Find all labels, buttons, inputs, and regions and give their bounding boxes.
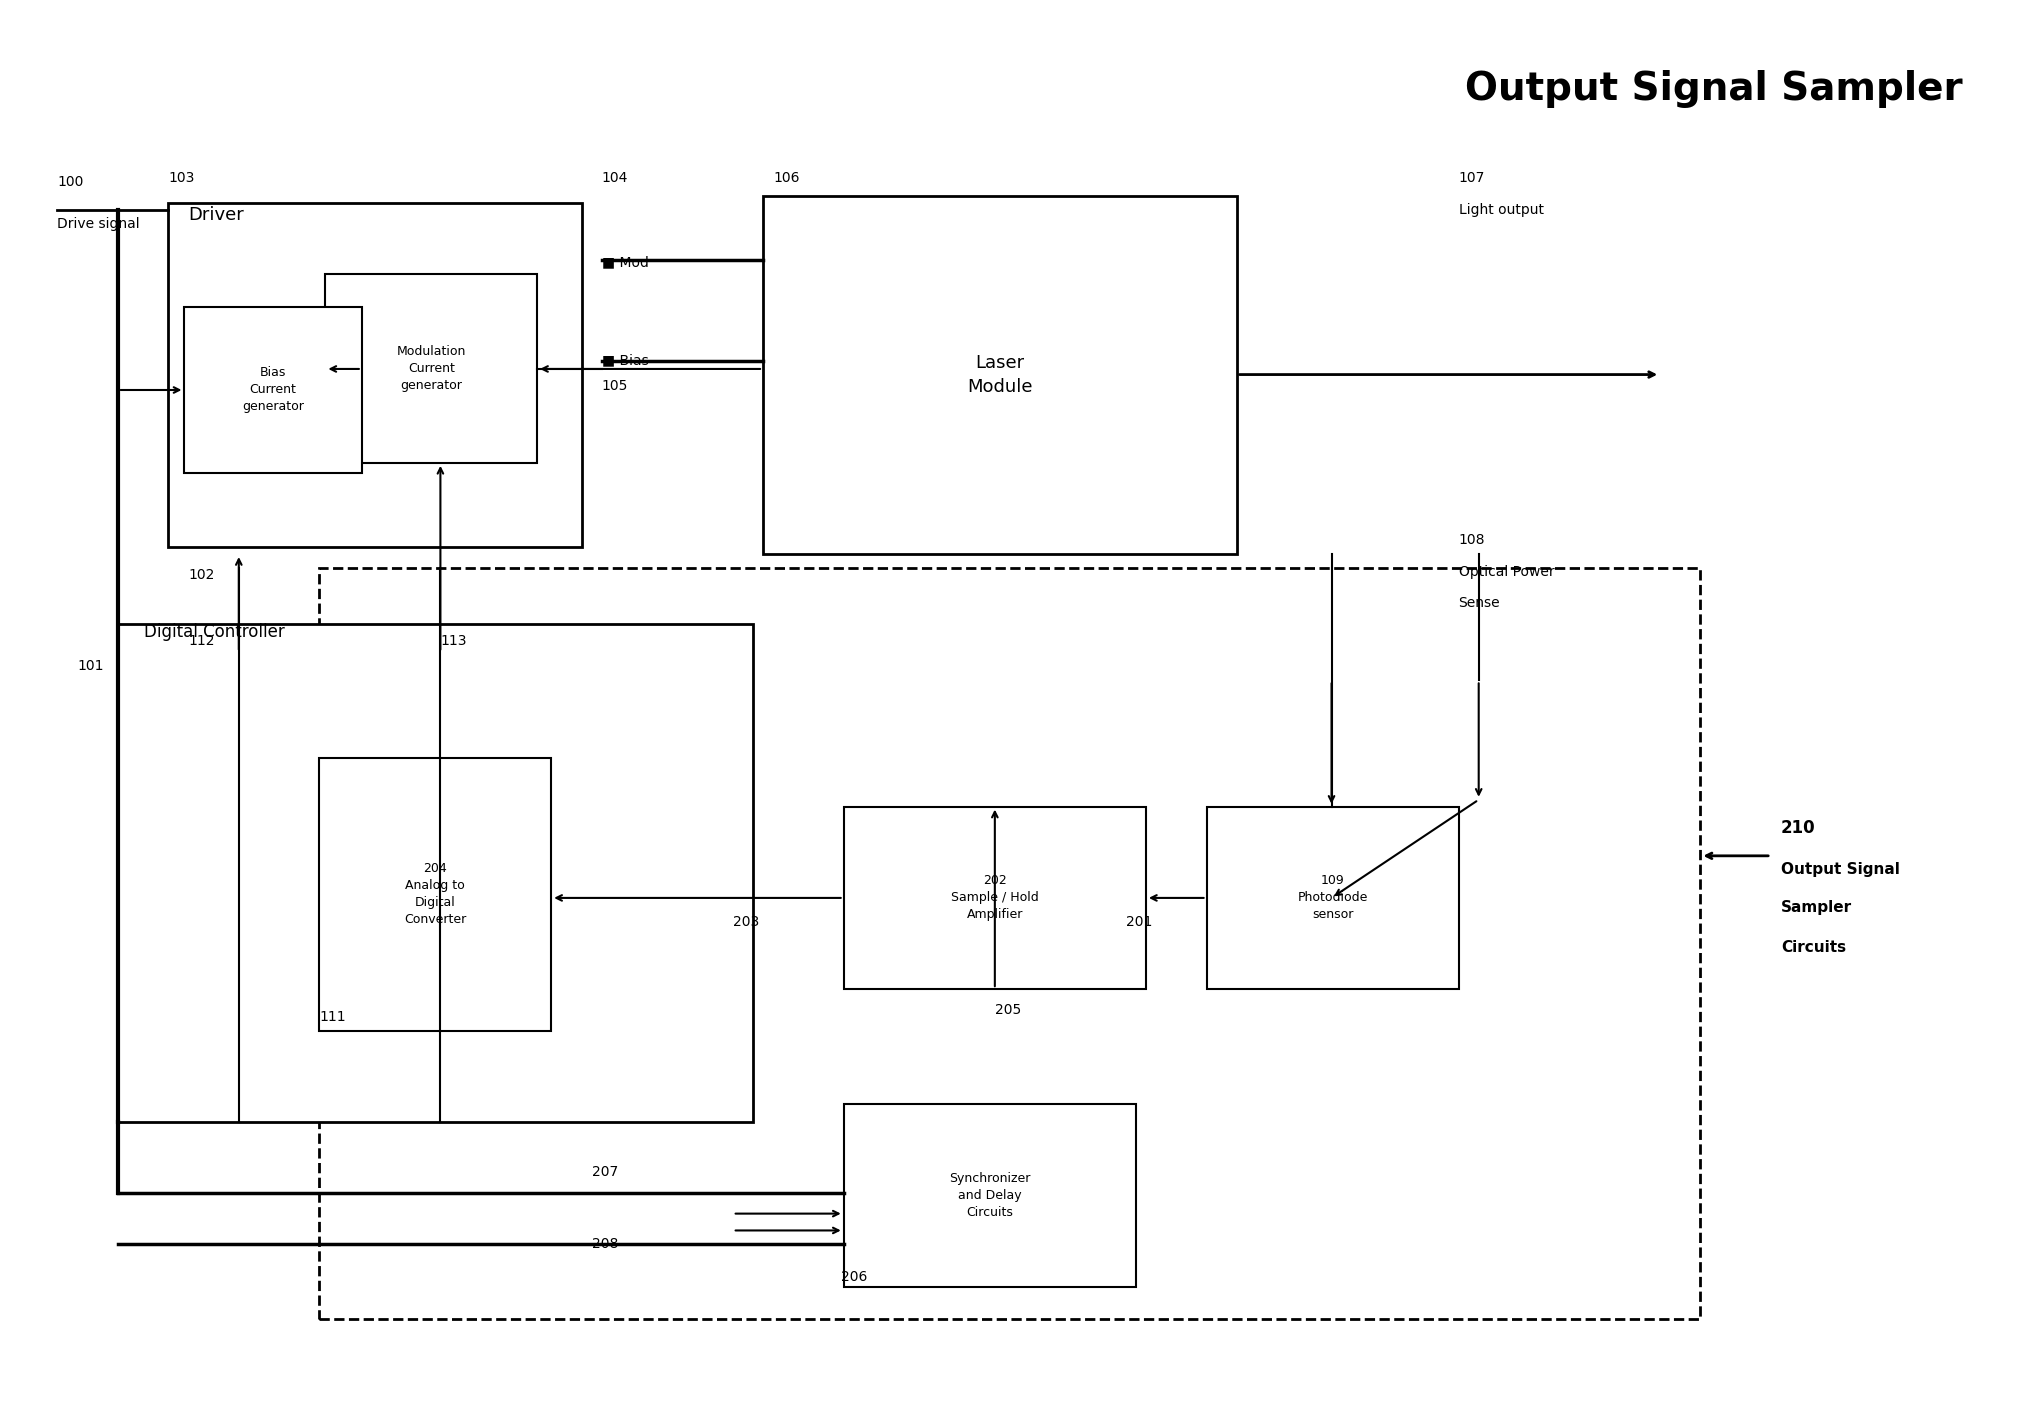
FancyBboxPatch shape [1206,806,1458,989]
Text: ■ Bias: ■ Bias [601,353,648,367]
Text: Modulation
Current
generator: Modulation Current generator [396,344,467,391]
Text: 100: 100 [57,176,83,190]
Text: 208: 208 [591,1237,617,1251]
Text: 109
Photodiode
sensor: 109 Photodiode sensor [1297,874,1368,921]
Text: Sampler: Sampler [1780,900,1851,915]
Text: Drive signal: Drive signal [57,217,140,231]
Text: ■ Mod: ■ Mod [601,255,648,269]
Text: 112: 112 [189,635,215,648]
Text: 102: 102 [189,568,215,582]
Text: 202
Sample / Hold
Amplifier: 202 Sample / Hold Amplifier [950,874,1039,921]
Text: Output Signal Sampler: Output Signal Sampler [1466,69,1963,108]
Text: Optical Power: Optical Power [1458,565,1555,580]
Text: Light output: Light output [1458,204,1543,217]
Text: Driver: Driver [189,207,244,224]
Text: Output Signal: Output Signal [1780,863,1900,877]
Text: 107: 107 [1458,171,1484,186]
Text: 203: 203 [733,915,759,928]
FancyBboxPatch shape [325,273,538,463]
Text: Circuits: Circuits [1780,939,1845,955]
Text: 201: 201 [1127,915,1153,928]
Text: 105: 105 [601,378,627,393]
Text: Bias
Current
generator: Bias Current generator [242,367,304,414]
Text: Synchronizer
and Delay
Circuits: Synchronizer and Delay Circuits [950,1172,1031,1219]
Text: 113: 113 [441,635,467,648]
Text: 108: 108 [1458,533,1486,547]
FancyBboxPatch shape [185,307,361,473]
FancyBboxPatch shape [844,806,1147,989]
Text: Digital Controller: Digital Controller [144,623,284,640]
Text: 106: 106 [773,171,800,186]
Text: 111: 111 [319,1010,345,1024]
FancyBboxPatch shape [168,204,581,547]
FancyBboxPatch shape [844,1104,1137,1287]
Text: 205: 205 [995,1003,1021,1017]
Text: 103: 103 [168,171,195,186]
FancyBboxPatch shape [763,197,1236,554]
FancyBboxPatch shape [118,625,753,1122]
Text: 206: 206 [840,1270,867,1284]
Text: 210: 210 [1780,819,1815,837]
Bar [319,568,1701,1319]
Text: 207: 207 [591,1165,617,1179]
Text: 104: 104 [601,171,627,186]
Text: Sense: Sense [1458,597,1500,611]
Text: 101: 101 [77,659,104,673]
FancyBboxPatch shape [319,758,552,1032]
Text: 204
Analog to
Digital
Converter: 204 Analog to Digital Converter [404,863,467,927]
Text: Laser
Module: Laser Module [966,354,1033,397]
